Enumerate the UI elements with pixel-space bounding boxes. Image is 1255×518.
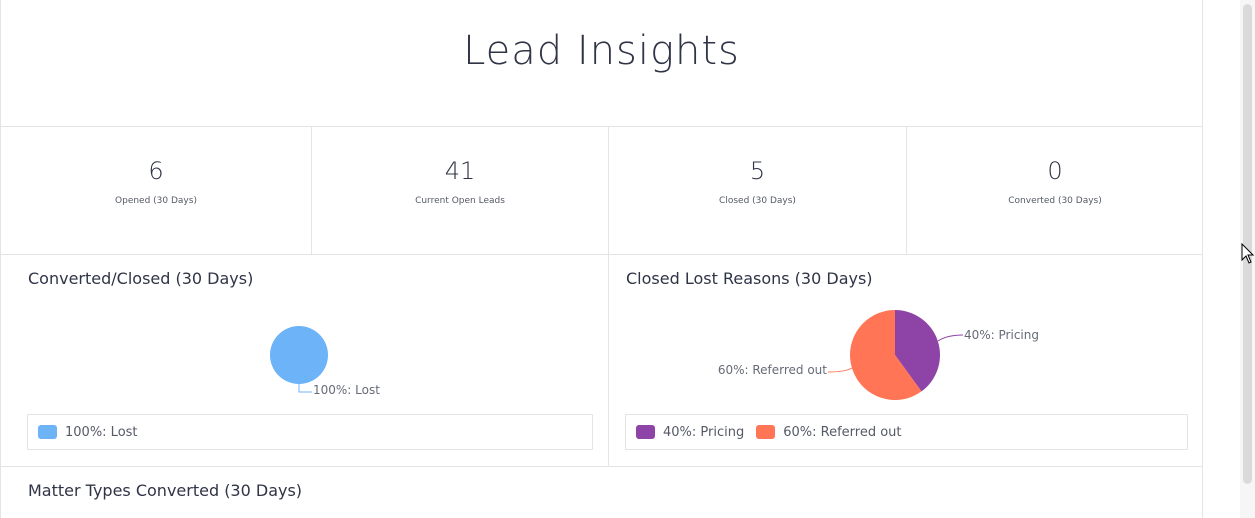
stat-value: 41 xyxy=(444,157,476,185)
chart-legend: 100%: Lost xyxy=(27,414,593,450)
legend-swatch xyxy=(756,425,776,439)
panel-title-matter-types: Matter Types Converted (30 Days) xyxy=(28,481,303,500)
scrollbar-thumb[interactable] xyxy=(1243,4,1252,484)
divider xyxy=(608,127,609,466)
divider xyxy=(1,254,1202,255)
divider xyxy=(906,127,907,254)
legend-label: 60%: Referred out xyxy=(783,424,902,440)
pie-label-connector xyxy=(827,367,853,373)
legend-swatch xyxy=(38,425,57,439)
legend-item-pricing[interactable]: 40%: Pricing xyxy=(636,425,744,440)
divider xyxy=(311,127,312,254)
stat-closed: 5 Closed (30 Days) xyxy=(609,127,906,254)
panel-title-converted-closed: Converted/Closed (30 Days) xyxy=(28,269,254,288)
stat-label: Current Open Leads xyxy=(415,196,505,206)
stat-value: 5 xyxy=(749,157,766,185)
legend-item-lost[interactable]: 100%: Lost xyxy=(38,425,138,440)
legend-swatch xyxy=(636,425,655,439)
panel-title-closed-lost-reasons: Closed Lost Reasons (30 Days) xyxy=(626,269,873,288)
stat-label: Opened (30 Days) xyxy=(115,196,197,206)
stat-opened: 6 Opened (30 Days) xyxy=(1,127,311,254)
converted-closed-pie-chart: 100%: Lost xyxy=(270,326,380,397)
pie-slice-label-pricing: 40%: Pricing xyxy=(964,328,1039,342)
divider xyxy=(1,126,1202,127)
stat-label: Closed (30 Days) xyxy=(719,196,796,206)
pie-slice-pricing[interactable] xyxy=(895,310,941,392)
divider xyxy=(1,466,1202,467)
pie-slice-referred-out[interactable] xyxy=(850,310,922,400)
stat-value: 0 xyxy=(1047,157,1063,185)
pie-label-connector xyxy=(298,384,312,393)
stat-current-open-leads: 41 Current Open Leads xyxy=(312,127,608,254)
page-title: Lead Insights xyxy=(463,28,740,74)
pie-slice-label-referred-out: 60%: Referred out xyxy=(718,363,827,377)
legend-item-referred-out[interactable]: 60%: Referred out xyxy=(756,424,902,440)
pie-slice-lost[interactable] xyxy=(270,326,328,384)
stat-converted: 0 Converted (30 Days) xyxy=(907,127,1203,254)
legend-label: 40%: Pricing xyxy=(663,424,745,440)
legend-label: 100%: Lost xyxy=(65,424,138,440)
stat-label: Converted (30 Days) xyxy=(1008,196,1102,206)
closed-lost-reasons-pie-chart: 40%: Pricing 60%: Referred out xyxy=(718,310,1039,400)
chart-legend: 40%: Pricing 60%: Referred out xyxy=(625,414,1188,450)
pie-label-connector xyxy=(937,334,964,342)
stat-value: 6 xyxy=(148,157,164,185)
lead-insights-dashboard: Lead Insights 6 Opened (30 Days) 41 Curr… xyxy=(0,0,1203,518)
pie-slice-label: 100%: Lost xyxy=(313,383,380,397)
mouse-cursor-icon xyxy=(1241,243,1255,264)
